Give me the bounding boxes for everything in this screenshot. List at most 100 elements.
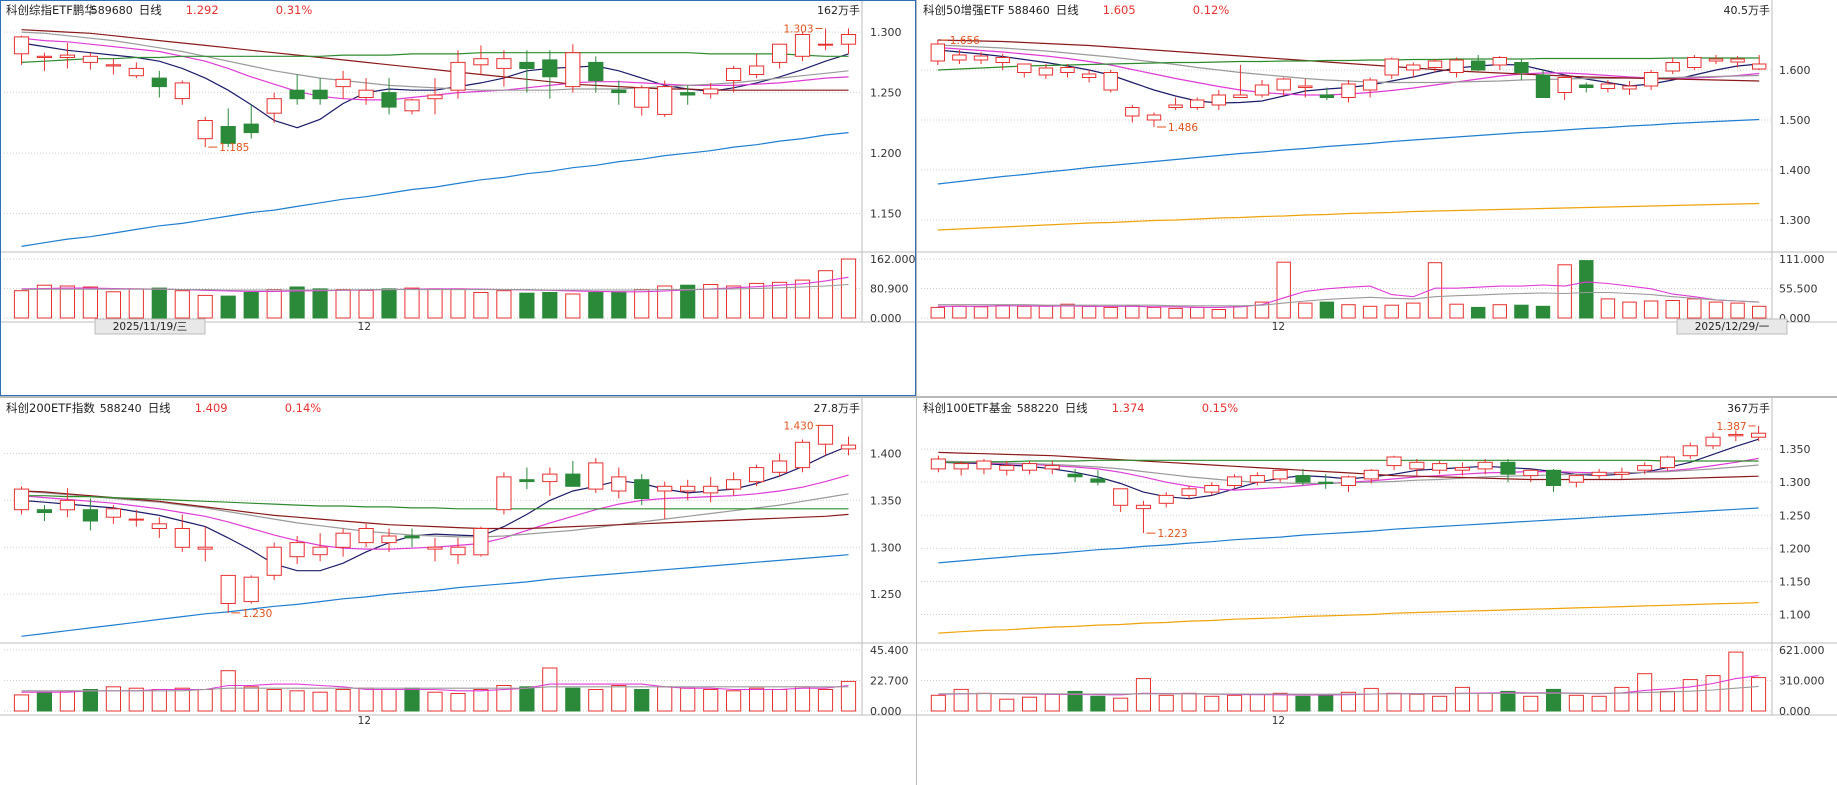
candle[interactable]	[953, 461, 969, 476]
candle[interactable]	[1135, 500, 1151, 534]
candle[interactable]	[1181, 485, 1197, 499]
candle[interactable]	[565, 461, 581, 487]
candle[interactable]	[105, 58, 122, 75]
candle[interactable]	[1090, 470, 1106, 486]
candle[interactable]	[128, 509, 144, 527]
candle[interactable]	[220, 108, 236, 148]
candle[interactable]	[1211, 90, 1227, 110]
candle[interactable]	[1318, 474, 1334, 489]
candle[interactable]	[749, 53, 765, 79]
candle[interactable]	[1579, 82, 1594, 93]
candle[interactable]	[680, 479, 696, 501]
candle[interactable]	[634, 474, 650, 506]
candle[interactable]	[404, 528, 420, 548]
candle[interactable]	[1682, 442, 1698, 460]
candle[interactable]	[519, 50, 535, 93]
candle[interactable]	[772, 453, 788, 477]
candle[interactable]	[930, 455, 946, 473]
candle[interactable]	[1295, 468, 1311, 486]
candle[interactable]	[1113, 488, 1129, 512]
candle[interactable]	[243, 575, 259, 604]
chart-panel-kechuang-100[interactable]: 1.350 1.300 1.250 1.200 1.150 1.100 621.000 310…	[917, 398, 1837, 785]
candle[interactable]	[82, 498, 99, 531]
candle[interactable]	[1708, 55, 1724, 64]
candle[interactable]	[1514, 59, 1529, 80]
candlestick-chart[interactable]: 1.6001.5001.4001.300111.00055.5000.0001.…	[917, 0, 1837, 396]
candle[interactable]	[1409, 459, 1425, 476]
candle[interactable]	[1728, 430, 1744, 442]
candle[interactable]	[381, 78, 397, 115]
candle[interactable]	[1319, 87, 1335, 101]
candle[interactable]	[976, 459, 992, 475]
candle[interactable]	[1535, 70, 1551, 98]
candle[interactable]	[1492, 56, 1507, 70]
candle[interactable]	[266, 542, 282, 581]
candle[interactable]	[1687, 55, 1702, 70]
candle[interactable]	[335, 528, 351, 557]
candle[interactable]	[1454, 462, 1471, 476]
candle[interactable]	[1406, 62, 1421, 78]
candle[interactable]	[59, 43, 75, 69]
candle[interactable]	[1158, 492, 1174, 508]
candle[interactable]	[1730, 56, 1745, 68]
candle[interactable]	[36, 52, 52, 71]
candlestick-chart[interactable]: 1.400 1.350 1.300 1.250 45.400 22.700 0.000 1.4…	[0, 398, 916, 785]
candle[interactable]	[1060, 64, 1075, 78]
candle[interactable]	[197, 116, 213, 148]
candle[interactable]	[726, 66, 742, 93]
candle[interactable]	[473, 45, 489, 75]
candle[interactable]	[1500, 459, 1516, 483]
candle[interactable]	[542, 467, 558, 496]
candle[interactable]	[1249, 472, 1265, 486]
candle[interactable]	[794, 32, 811, 62]
candle[interactable]	[588, 458, 604, 493]
candle[interactable]	[1600, 80, 1616, 93]
candle[interactable]	[1146, 112, 1162, 128]
candle[interactable]	[1363, 468, 1379, 484]
candle[interactable]	[1276, 77, 1291, 97]
candle[interactable]	[1449, 57, 1464, 78]
candle[interactable]	[1254, 80, 1270, 98]
candle[interactable]	[473, 526, 489, 557]
candle[interactable]	[1643, 70, 1659, 90]
candle[interactable]	[312, 78, 328, 105]
candle[interactable]	[1233, 65, 1248, 98]
candle[interactable]	[1477, 459, 1493, 475]
candle[interactable]	[1614, 467, 1630, 479]
chart-panel-kechuang-50[interactable]: 1.600 1.500 1.400 1.300 111.000 55.500 0.000 1.…	[917, 0, 1837, 396]
candle[interactable]	[1067, 468, 1083, 483]
candle[interactable]	[1557, 75, 1572, 100]
candle[interactable]	[611, 80, 627, 105]
candle[interactable]	[611, 467, 627, 499]
candle[interactable]	[1637, 462, 1653, 475]
candle[interactable]	[930, 40, 945, 65]
candle[interactable]	[358, 523, 374, 548]
candle[interactable]	[1168, 97, 1183, 111]
candle[interactable]	[634, 85, 650, 116]
candle[interactable]	[995, 54, 1010, 70]
candle[interactable]	[1665, 57, 1680, 75]
candle[interactable]	[289, 536, 305, 565]
candle[interactable]	[266, 92, 282, 123]
chart-panel-kechuang-200[interactable]: 1.400 1.350 1.300 1.250 45.400 22.700 0.000 1.4…	[0, 398, 916, 785]
candle[interactable]	[1591, 468, 1607, 479]
candle[interactable]	[817, 28, 834, 51]
candle[interactable]	[1568, 474, 1584, 488]
candle[interactable]	[840, 28, 857, 54]
candle[interactable]	[496, 50, 512, 87]
candle[interactable]	[749, 464, 765, 487]
candle[interactable]	[335, 70, 351, 99]
candle[interactable]	[680, 85, 696, 105]
candle[interactable]	[243, 104, 259, 139]
candle[interactable]	[588, 56, 604, 93]
candle[interactable]	[404, 98, 420, 115]
candle[interactable]	[1705, 432, 1721, 450]
candle[interactable]	[312, 533, 328, 562]
candle[interactable]	[105, 505, 122, 524]
chart-panel-kechuang-composite[interactable]: 1.300 1.250 1.200 1.150 162.000 80.900 0.000 1.…	[0, 0, 916, 396]
candle[interactable]	[381, 528, 397, 552]
candle[interactable]	[220, 574, 236, 613]
candle[interactable]	[358, 78, 374, 105]
candle[interactable]	[496, 472, 512, 515]
candle[interactable]	[1044, 461, 1060, 475]
